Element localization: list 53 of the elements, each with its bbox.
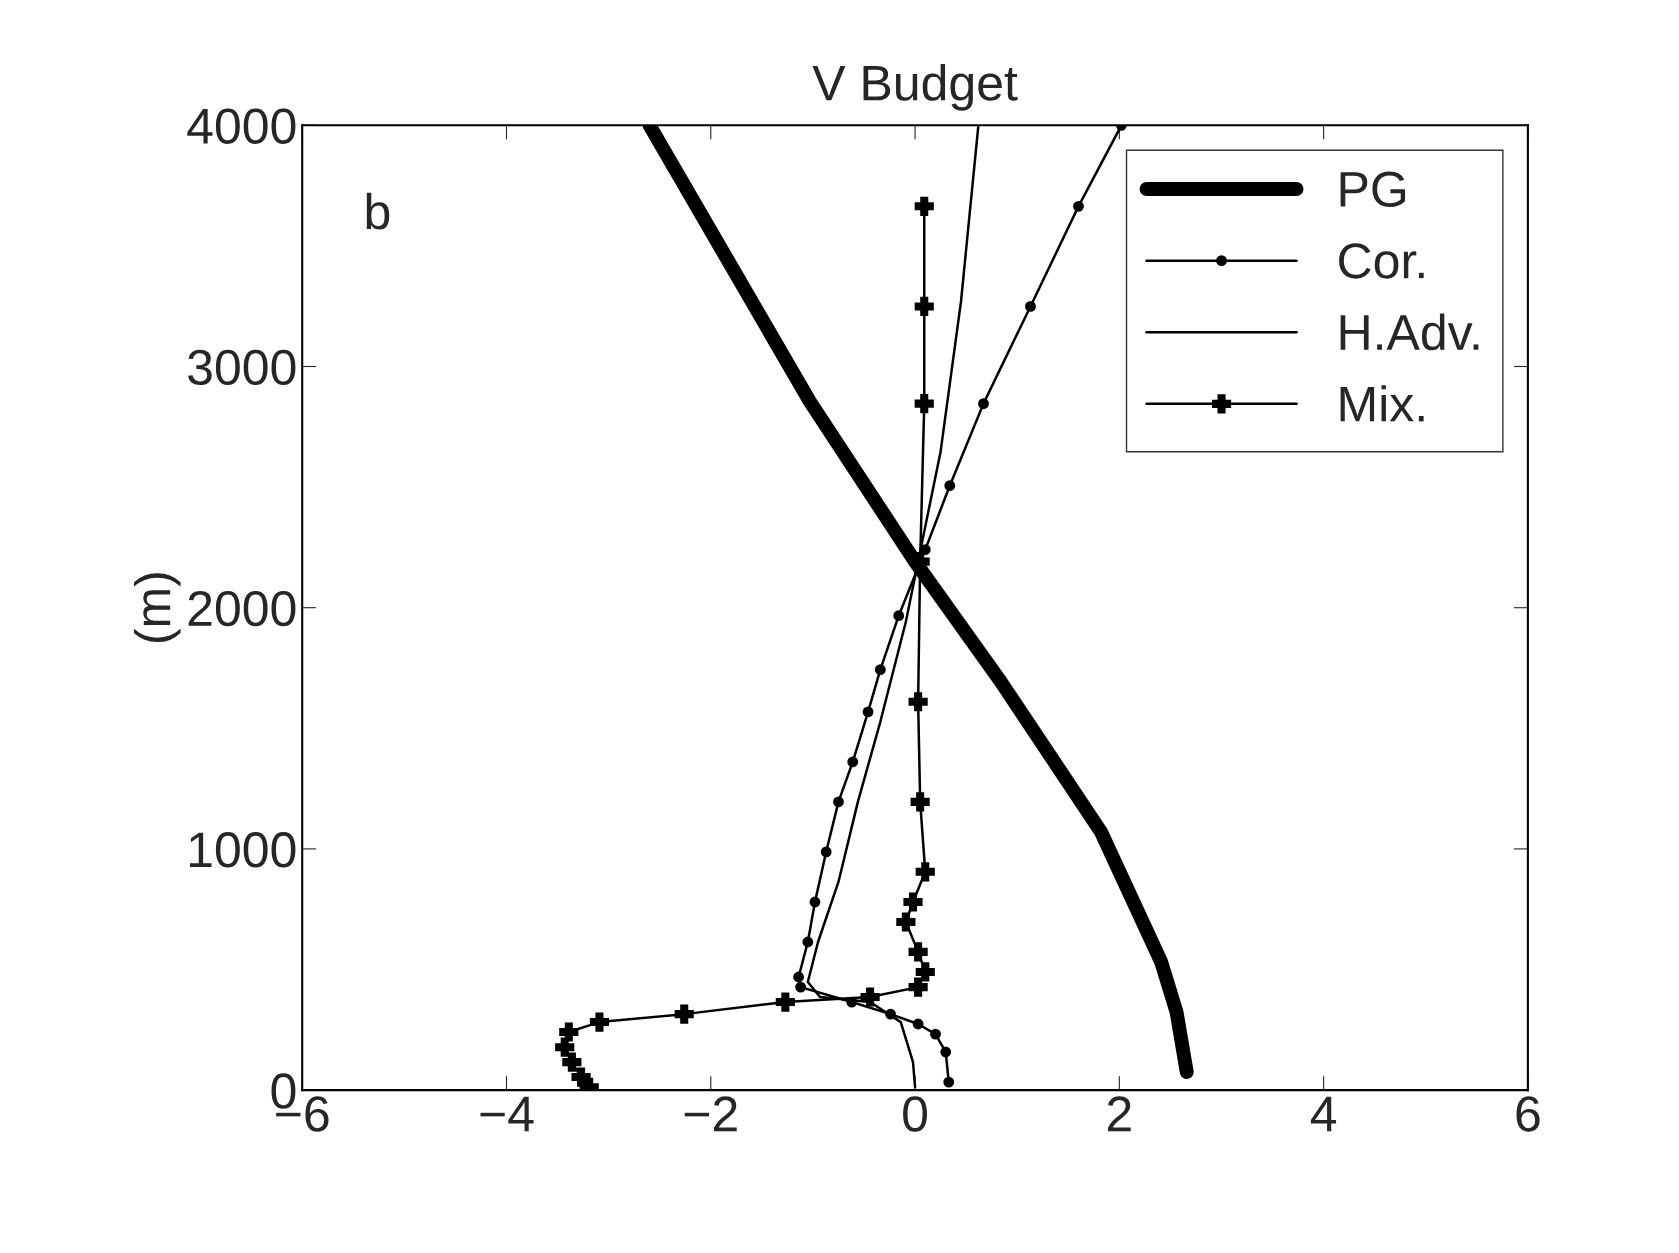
legend-label: Cor. [1339, 243, 1424, 279]
y-tick-label: 3000 [188, 349, 296, 386]
point [903, 892, 923, 912]
y-tick-label: 1000 [189, 832, 296, 868]
point [978, 398, 989, 410]
point [802, 936, 814, 948]
x-tick-label: −2 [684, 1096, 737, 1132]
x-tick-label: 0 [903, 1096, 927, 1132]
point [860, 987, 880, 1007]
point [908, 692, 928, 712]
legend-label: H.Adv. [1340, 313, 1479, 351]
point [943, 1076, 955, 1088]
point [820, 846, 832, 858]
y-tick-label: 4000 [187, 108, 296, 144]
point [589, 1012, 610, 1032]
point [915, 862, 935, 882]
point [559, 1022, 579, 1042]
point [674, 1004, 694, 1024]
point [874, 664, 886, 676]
legend-label: Mix. [1340, 385, 1424, 422]
point [775, 992, 795, 1012]
point [912, 1018, 924, 1030]
point [1073, 200, 1084, 212]
chart-title: V Budget [812, 64, 1018, 111]
point [940, 1046, 952, 1058]
point [908, 942, 928, 962]
point [944, 480, 956, 492]
point [910, 792, 930, 812]
x-tick-label: 4 [1310, 1096, 1337, 1132]
x-tick-label: −4 [480, 1096, 534, 1132]
x-tick-label: 6 [1516, 1096, 1540, 1132]
point [562, 1052, 582, 1072]
point [795, 981, 807, 993]
point [793, 971, 805, 983]
legend-label: PG [1340, 171, 1406, 208]
annotation: b [366, 192, 390, 230]
point [809, 896, 821, 908]
point [862, 706, 874, 718]
point [555, 1037, 575, 1057]
point [908, 977, 928, 997]
point [896, 912, 916, 932]
point [914, 196, 934, 216]
point [1025, 301, 1036, 312]
point [833, 796, 844, 808]
point [914, 394, 934, 414]
x-tick-label: 2 [1107, 1096, 1131, 1132]
point [847, 756, 859, 768]
y-tick-label: 2000 [188, 590, 296, 627]
point [914, 296, 934, 317]
point [893, 610, 905, 622]
point [915, 962, 935, 982]
point [930, 1028, 941, 1040]
y-axis-title: (m) [133, 573, 181, 643]
